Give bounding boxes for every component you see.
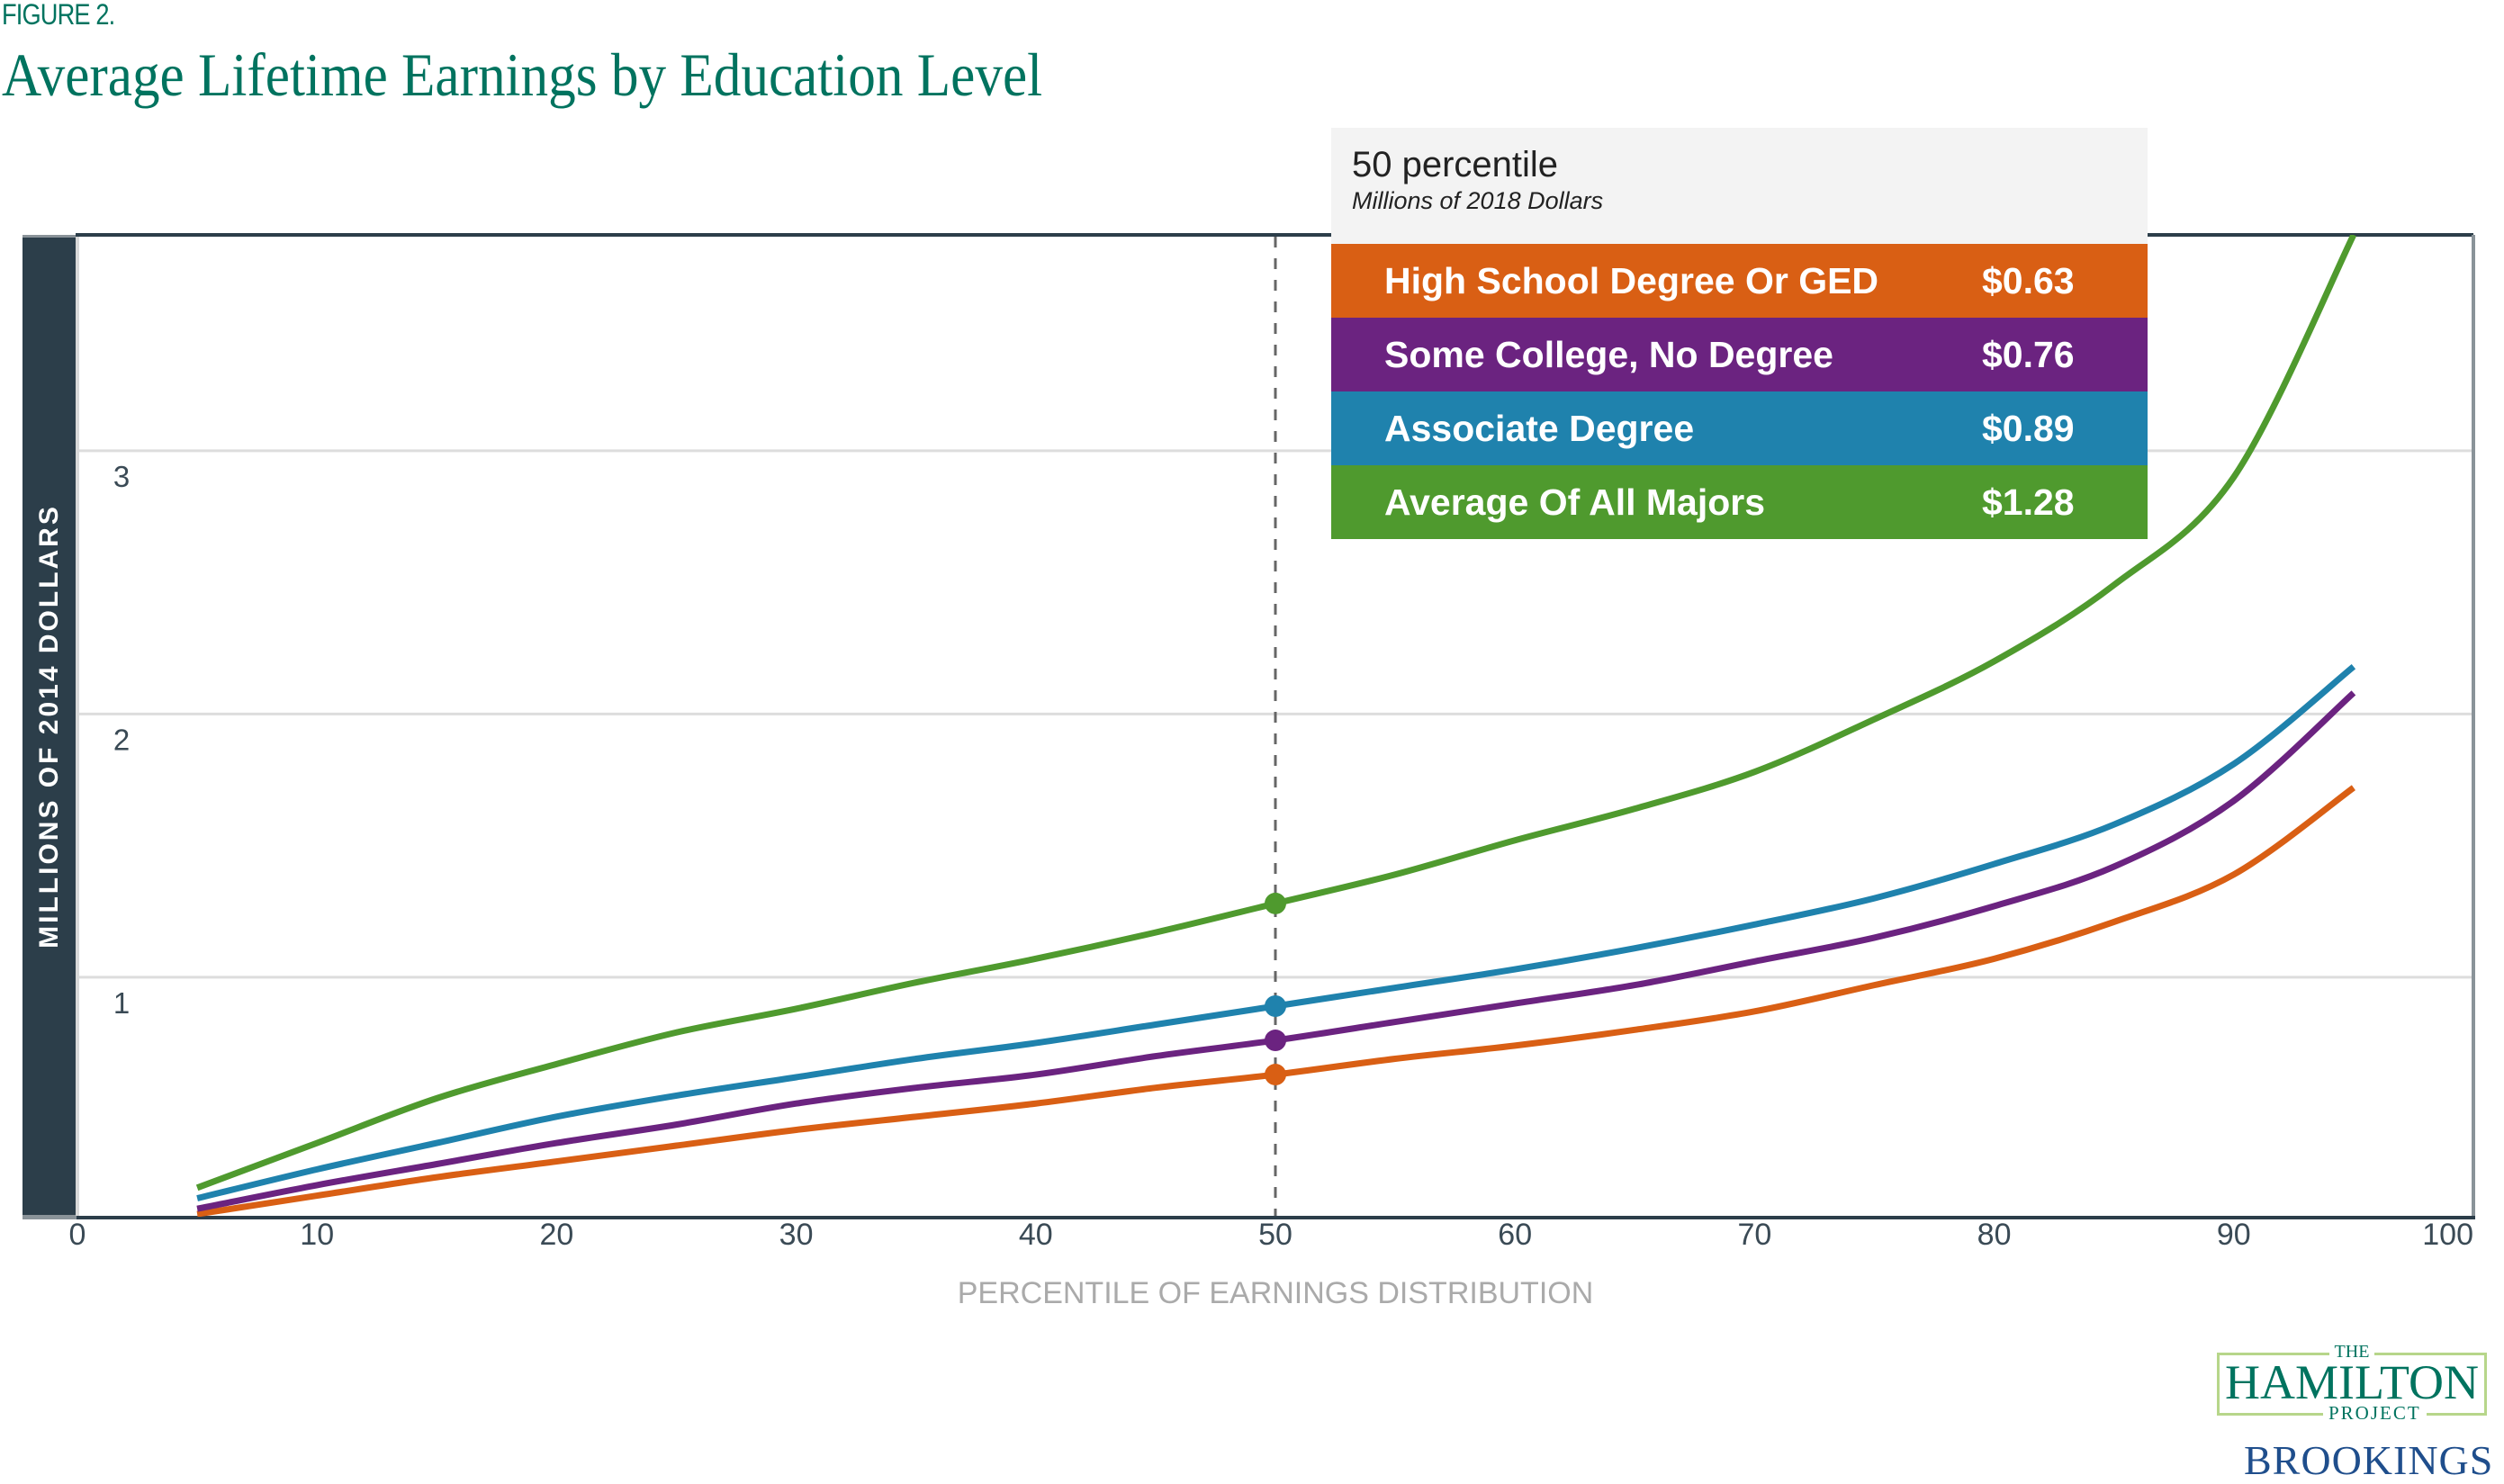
plot-left-border — [76, 235, 79, 1217]
hover-marker-high-school — [1265, 1064, 1286, 1086]
tooltip-row-label: Some College, No Degree — [1384, 333, 1833, 375]
plot-right-border — [2472, 235, 2475, 1217]
tooltip-row-value: $1.28 — [1982, 481, 2075, 523]
tooltip-header: 50 percentile Millions of 2018 Dollars — [1331, 128, 2148, 244]
plot-frame — [23, 233, 2475, 1219]
y-tick-label: 3 — [113, 460, 130, 493]
x-tick-label: 80 — [1977, 1218, 2012, 1252]
y-tick-label: 1 — [113, 986, 130, 1020]
x-tick-label: 40 — [1019, 1218, 1053, 1252]
x-tick-label: 100 — [2422, 1218, 2473, 1252]
x-tick-label: 20 — [539, 1218, 573, 1252]
x-tick-label: 60 — [1498, 1218, 1532, 1252]
x-axis-label: PERCENTILE OF EARNINGS DISTRIBUTION — [957, 1276, 1594, 1310]
y-tick-label: 2 — [113, 723, 130, 756]
tooltip-subtitle: Millions of 2018 Dollars — [1352, 187, 1604, 214]
figure-label: FIGURE 2. — [2, 0, 115, 31]
tooltip-row-value: $0.63 — [1982, 259, 2075, 301]
x-tick-label: 90 — [2217, 1218, 2251, 1252]
logo-the: THE — [2328, 1342, 2375, 1362]
tooltip-row-associate: Associate Degree $0.89 — [1331, 391, 2148, 465]
y-axis-label-bar: MILLIONS OF 2014 DOLLARS — [23, 235, 76, 1217]
brookings-logo: BROOKINGS — [2244, 1437, 2494, 1483]
hover-tooltip: 50 percentile Millions of 2018 Dollars H… — [1331, 128, 2148, 539]
x-tick-label: 0 — [69, 1218, 86, 1252]
tooltip-row-high-school: High School Degree Or GED $0.63 — [1331, 244, 2148, 318]
hover-marker-all-majors — [1265, 892, 1286, 914]
logo-hamilton: HAMILTON — [2224, 1355, 2480, 1409]
x-axis-line-start — [23, 1216, 77, 1219]
tooltip-row-label: Average Of All Majors — [1384, 481, 1766, 523]
y-tick-labels: 1 2 3 — [113, 460, 130, 1020]
x-axis-line — [23, 1216, 2475, 1219]
hamilton-project-logo: THE HAMILTON PROJECT — [2217, 1342, 2487, 1424]
plot-top-border — [76, 233, 2473, 237]
x-tick-label: 70 — [1737, 1218, 1771, 1252]
x-tick-label: 10 — [300, 1218, 334, 1252]
tooltip-row-value: $0.76 — [1982, 333, 2075, 375]
tooltip-title: 50 percentile — [1352, 145, 1559, 184]
tooltip-row-value: $0.89 — [1982, 407, 2075, 449]
x-tick-label: 30 — [779, 1218, 814, 1252]
tooltip-row-label: High School Degree Or GED — [1384, 259, 1879, 301]
series-line-all-majors — [195, 235, 2357, 1192]
tooltip-row-some-college: Some College, No Degree $0.76 — [1331, 318, 2148, 391]
logo-project: PROJECT — [2323, 1402, 2427, 1424]
chart-title: Average Lifetime Earnings by Education L… — [2, 40, 1043, 109]
hover-marker-some-college — [1265, 1030, 1286, 1052]
hover-markers — [1265, 892, 1286, 1086]
x-tick-labels: 0 10 20 30 40 50 60 70 80 90 100 — [69, 1218, 2473, 1252]
x-tick-label: 50 — [1258, 1218, 1293, 1252]
tooltip-row-label: Associate Degree — [1384, 407, 1695, 449]
tooltip-row-all-majors: Average Of All Majors $1.28 — [1331, 465, 2148, 539]
hover-marker-associate — [1265, 995, 1286, 1018]
